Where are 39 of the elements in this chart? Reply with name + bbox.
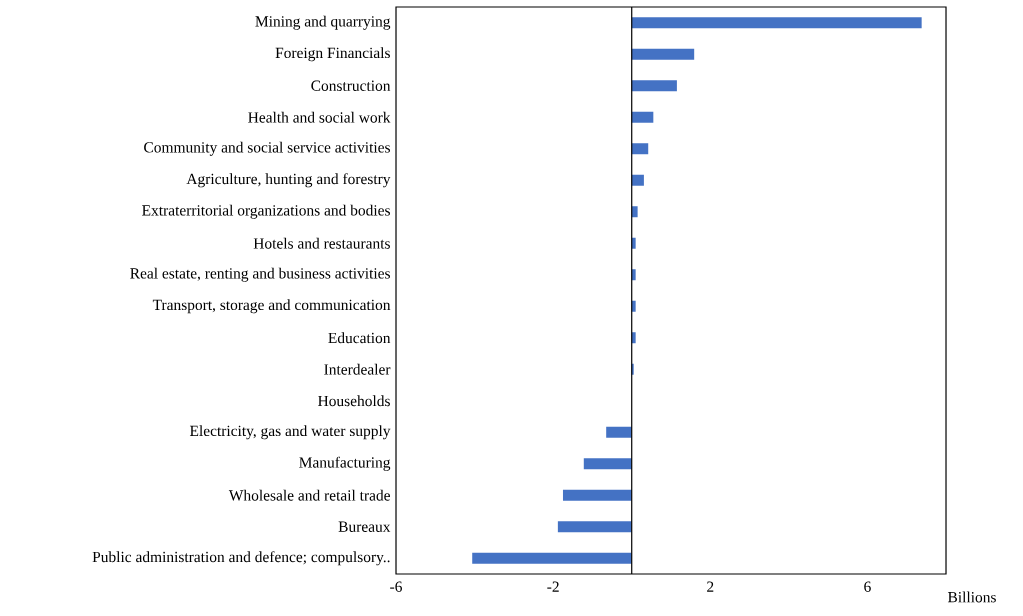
y-tick-label: Foreign Financials: [275, 47, 390, 62]
bar: [631, 237, 636, 249]
x-tick-label: -6: [390, 581, 402, 592]
y-tick-label: Hotels and restaurants: [253, 237, 390, 249]
bar: [631, 206, 638, 218]
bar: [631, 143, 649, 155]
y-tick-label: Households: [318, 395, 390, 407]
bar: [631, 111, 654, 123]
y-tick-label: Community and social service activities: [144, 141, 390, 156]
y-tick-label: Interdealer: [324, 363, 391, 375]
bar: [583, 458, 632, 470]
bar: [606, 426, 632, 438]
y-tick-label: Extraterritorial organizations and bodies: [142, 204, 390, 219]
bar: [631, 17, 922, 29]
bar: [631, 332, 636, 344]
y-tick-label: Wholesale and retail trade: [228, 489, 390, 501]
bar: [631, 174, 644, 186]
x-tick-label: 2: [707, 581, 714, 592]
x-axis-title: Billions: [947, 591, 996, 603]
bar: [631, 48, 695, 60]
y-tick-label: Bureaux: [338, 521, 391, 532]
x-tick-label: 6: [864, 581, 871, 592]
bar: [557, 521, 632, 533]
y-tick-label: Transport, storage and communication: [152, 299, 391, 314]
y-tick-label: Agriculture, hunting and forestry: [186, 173, 391, 188]
bar: [631, 300, 636, 312]
bar: [631, 269, 636, 281]
bar: [472, 552, 632, 564]
y-tick-label: Real estate, renting and business activities: [130, 267, 390, 282]
y-tick-label: Health and social work: [248, 111, 391, 123]
bar: [562, 489, 632, 501]
bar: [631, 80, 677, 92]
y-tick-label: Electricity, gas and water supply: [189, 425, 391, 440]
y-tick-label: Manufacturing: [299, 456, 391, 471]
y-tick-label: Education: [328, 332, 391, 344]
x-tick-label: -2: [547, 581, 559, 592]
y-tick-label: Construction: [311, 80, 391, 91]
y-tick-label: Mining and quarrying: [255, 15, 391, 30]
y-tick-label: Public administration and defence; compulsory..: [92, 551, 390, 566]
